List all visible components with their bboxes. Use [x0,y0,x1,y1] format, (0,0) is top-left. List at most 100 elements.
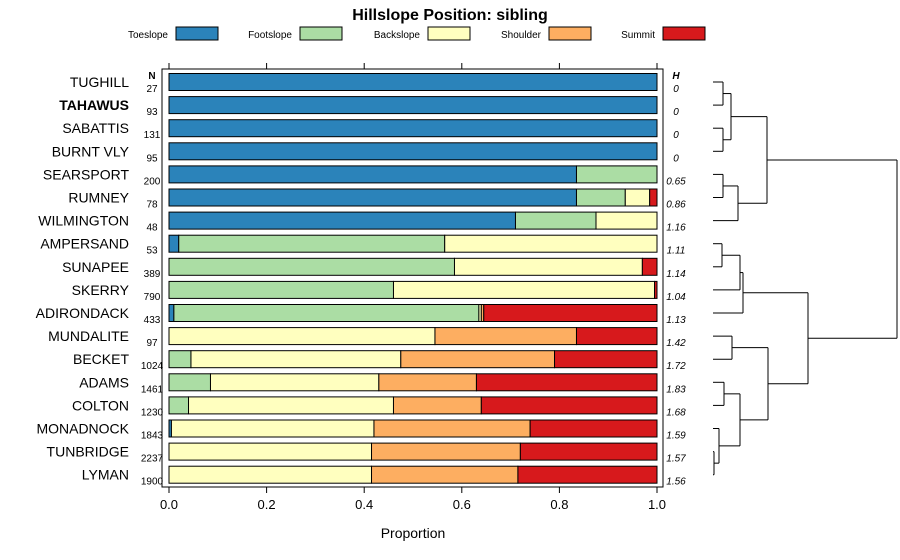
bar-row: BECKET 1024 1.72 [73,350,686,372]
bar-row: WILMINGTON 48 1.16 [38,211,686,234]
bar-segment-summit [649,188,658,207]
n-column-header: N [148,71,155,82]
bar-segment-summit [517,465,658,484]
dendrogram [713,81,898,476]
bar-segment-toeslope [168,165,577,184]
bar-segment-summit [554,350,658,369]
row-n-value: 27 [146,84,158,95]
bar-segment-backslope [190,350,402,369]
bar-segment-summit [480,396,658,415]
x-tick-label: 1.0 [648,497,666,512]
bar-segment-summit [519,442,658,461]
bar-segment-summit [529,419,658,438]
x-axis-title: Proportion [381,525,446,541]
bar-segment-shoulder [371,442,521,461]
bar-segment-backslope [444,234,658,253]
row-label: MONADNOCK [36,421,129,437]
row-n-value: 53 [146,246,158,257]
row-h-value: 1.68 [666,407,686,418]
row-label: MUNDALITE [48,328,129,344]
row-h-value: 0.65 [666,176,686,187]
bar-segment-shoulder [400,350,556,369]
row-label: BECKET [73,351,129,367]
row-label: RUMNEY [68,190,129,206]
bar-segment-toeslope [168,304,175,322]
row-h-value: 0.86 [666,200,686,211]
bar-segment-toeslope [168,188,577,207]
row-label: SUNAPEE [62,259,129,275]
chart-title: Hillslope Position: sibling [352,7,548,24]
row-label: SEARSPORT [43,166,130,182]
bar-row: SEARSPORT 200 0.65 [43,165,686,187]
bar-segment-backslope [168,465,373,484]
row-label: BURNT VLY [52,143,130,159]
bar-row: TUNBRIDGE 2237 1.57 [47,442,686,465]
bar-segment-footslope [173,304,480,322]
bar-segment-summit [483,304,658,322]
plot-panel [161,68,664,488]
row-n-value: 1024 [141,361,164,372]
bar-segment-footslope [575,165,658,184]
row-n-value: 389 [144,269,161,280]
bar-segment-footslope [178,234,446,253]
row-h-value: 0 [673,153,679,164]
row-h-value: 1.13 [666,315,686,326]
legend-swatch-shoulder [548,26,592,41]
row-label: WILMINGTON [38,213,129,229]
bar-row: COLTON 1230 1.68 [72,396,686,418]
legend-swatch-toeslope [175,26,219,41]
row-n-value: 1843 [141,431,164,442]
row-n-value: 2237 [141,454,164,465]
bar-segment-backslope [624,188,651,207]
bar-row: MONADNOCK 1843 1.59 [36,419,686,442]
bar-row: BURNT VLY 95 0 [52,142,679,164]
bar-segment-toeslope [168,119,658,138]
legend-swatch-footslope [299,26,343,41]
row-n-value: 131 [144,130,161,141]
row-n-value: 1230 [141,407,164,418]
row-n-value: 93 [146,107,158,118]
bar-segment-shoulder [434,327,577,346]
bar-segment-footslope [575,188,626,207]
h-column-header: H [672,71,680,82]
row-h-value: 1.11 [667,246,686,257]
row-n-value: 200 [144,176,161,187]
bar-segment-shoulder [378,373,477,392]
row-label: ADAMS [79,374,129,390]
row-n-value: 790 [144,292,161,303]
bar-segment-summit [575,327,658,346]
bar-segment-backslope [170,419,375,438]
row-label: TUNBRIDGE [47,444,129,460]
row-n-value: 97 [146,338,158,349]
row-h-value: 0 [673,84,679,95]
bar-segment-backslope [392,280,656,299]
row-label: AMPERSAND [40,236,129,252]
bar-row: SUNAPEE 389 1.14 [62,257,686,280]
legend-swatch-backslope [427,26,471,41]
row-label: TAHAWUS [59,97,129,113]
bar-segment-backslope [168,327,436,346]
bar-row: TAHAWUS 93 0 [59,96,679,118]
row-h-value: 1.14 [666,269,686,280]
legend-label-toeslope: Toeslope [128,30,168,41]
row-h-value: 1.56 [666,477,686,488]
row-n-value: 1461 [141,384,164,395]
x-tick-label: 0.8 [550,497,568,512]
bar-row: LYMAN 1900 1.56 [82,465,686,488]
bar-segment-toeslope [168,234,180,253]
bar-row: SKERRY 790 1.04 [72,280,686,303]
bar-row: RUMNEY 78 0.86 [68,188,686,211]
row-h-value: 0 [673,130,679,141]
bar-segment-footslope [168,350,192,369]
bar-row: MUNDALITE 97 1.42 [48,327,686,349]
row-h-value: 1.72 [666,361,686,372]
x-tick-label: 0.2 [258,497,276,512]
bar-segment-footslope [168,396,190,415]
legend-label-backslope: Backslope [374,30,421,41]
row-h-value: 1.83 [666,384,686,395]
bar-segment-backslope [595,211,658,230]
row-h-value: 1.04 [666,292,686,303]
row-label: SKERRY [72,282,130,298]
bar-segment-footslope [514,211,597,230]
